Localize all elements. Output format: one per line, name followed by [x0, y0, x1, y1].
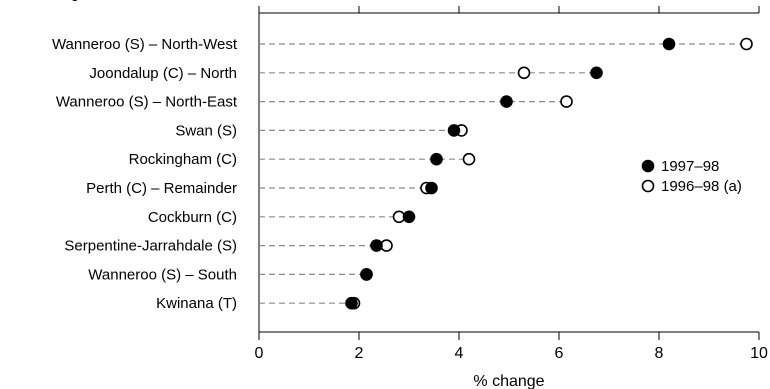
point-filled [425, 181, 438, 195]
x-axis-ticks: 0 2 4 6 8 10 [255, 6, 768, 362]
point-open [462, 152, 476, 166]
category-label: Rockingham (C) [129, 151, 237, 168]
point-filled [345, 296, 358, 310]
category-label: Kwinana (T) [156, 295, 237, 312]
x-axis-title: % change [473, 373, 544, 389]
category-label: Swan (S) [175, 122, 237, 139]
category-labels: Wanneroo (S) – North-West Joondalup (C) –… [52, 36, 238, 312]
plot-frame [258, 12, 759, 333]
data-points [345, 37, 753, 310]
category-label: Wanneroo (S) – North-West [52, 36, 238, 53]
point-filled [370, 239, 383, 252]
point-filled [447, 124, 461, 137]
point-open [517, 66, 531, 80]
x-tick-label: 8 [655, 345, 664, 362]
legend-label: 1996–98 (a) [661, 178, 742, 195]
chart-title-fragment: tial wth ge in hold ber in wth s 1997 98 [20, 0, 275, 2]
category-label: Wanneroo (S) – North-East [56, 94, 238, 111]
category-label: Joondalup (C) – North [89, 65, 237, 82]
point-filled [590, 66, 603, 80]
category-label: Cockburn (C) [148, 209, 237, 226]
point-filled [662, 37, 676, 51]
point-filled [360, 268, 373, 281]
point-filled [430, 152, 443, 166]
x-tick-label: 6 [555, 345, 564, 362]
point-filled [402, 210, 416, 224]
category-label: Wanneroo (S) – South [88, 266, 237, 283]
point-open [560, 95, 573, 108]
legend: 1997–98 1996–98 (a) [641, 158, 742, 195]
legend-marker-open [641, 179, 655, 193]
x-tick-label: 4 [455, 345, 464, 362]
legend-label: 1997–98 [661, 158, 719, 175]
legend-marker-filled [641, 159, 655, 173]
category-label: Perth (C) – Remainder [86, 180, 237, 197]
x-tick-label: 0 [255, 345, 264, 362]
x-tick-label: 10 [750, 345, 768, 362]
category-label: Serpentine-Jarrahdale (S) [64, 238, 237, 255]
point-filled [500, 95, 513, 108]
point-open [740, 37, 753, 51]
x-tick-label: 2 [355, 345, 364, 362]
